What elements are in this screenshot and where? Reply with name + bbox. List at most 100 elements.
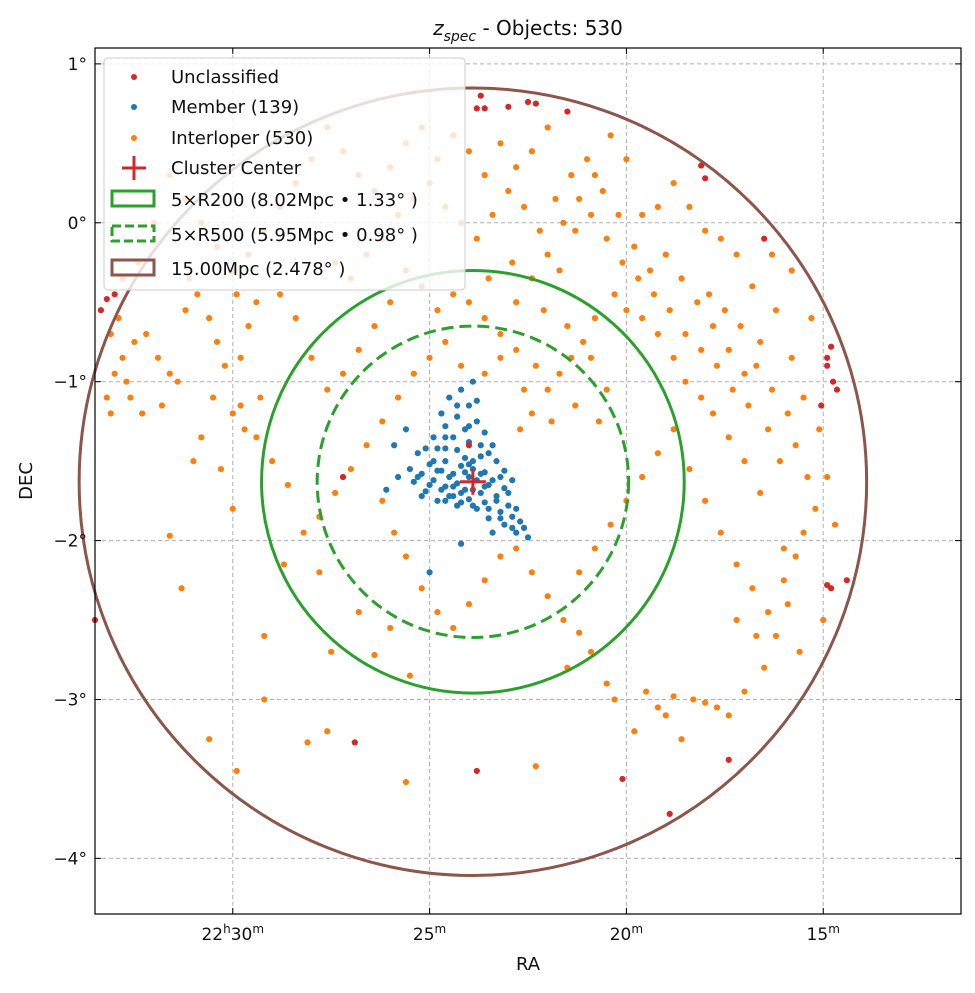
data-point [111,370,118,377]
data-point [493,492,500,500]
data-point [497,508,504,516]
data-point [698,394,705,401]
data-point [422,488,429,495]
data-point [509,524,516,531]
data-point [198,434,205,441]
data-point [824,473,831,481]
data-point [513,299,520,306]
data-point [733,561,740,568]
data-point [454,446,461,454]
data-point [387,624,394,632]
data-point [670,426,677,433]
data-point [166,532,173,539]
data-point [639,211,646,218]
data-point [477,442,484,449]
data-point [725,712,732,719]
data-point [131,338,138,346]
data-point [402,779,410,786]
data-point [485,505,492,512]
radius-circle [260,268,686,695]
data-point [517,426,524,433]
data-point [434,445,441,452]
data-point [713,362,721,369]
data-point [772,632,780,640]
data-point [154,354,162,361]
data-point [544,593,551,600]
data-point [702,699,709,706]
data-point [473,397,480,404]
data-point [780,577,787,584]
data-point [509,477,516,484]
legend-interloper-marker [131,135,137,141]
data-point [450,434,457,441]
data-point [497,553,504,560]
data-point [489,442,496,449]
data-point [753,362,760,369]
data-point [414,450,421,457]
data-point [190,458,197,465]
data-point [316,569,323,576]
data-point [702,227,709,234]
data-point [670,179,677,187]
legend-r500-swatch [110,224,156,243]
x-tick-label: 20m [610,922,643,945]
cluster-center-marker [459,468,486,495]
data-point [717,235,724,242]
data-point [623,156,630,163]
data-point [418,585,425,592]
data-point [477,92,484,99]
y-tick-label: −2° [53,532,87,552]
data-point [824,362,831,369]
data-point [556,267,563,274]
data-point [725,756,732,763]
data-point [269,458,276,465]
data-point [528,148,536,155]
data-point [127,394,134,401]
data-point [426,481,433,489]
data-point [639,315,646,322]
data-point [465,402,473,409]
data-point [792,442,799,449]
data-point [434,608,441,616]
data-point [690,696,697,703]
data-point [457,540,465,547]
data-point [332,489,339,497]
data-point [792,553,799,560]
data-point [497,473,504,481]
data-point [469,378,476,385]
data-point [355,608,362,616]
data-point [457,499,465,506]
data-point [741,370,748,377]
data-point [753,632,760,640]
data-point [599,187,606,195]
data-point [520,203,528,210]
data-point [654,203,662,210]
data-point [816,426,823,433]
data-point [233,291,240,298]
data-point [497,354,504,361]
data-point [662,251,669,258]
data-point [434,307,441,314]
data-point [796,648,803,655]
data-point [548,418,555,425]
legend-box [103,57,466,291]
data-point [721,307,728,314]
legend-r15-label: 15.00Mpc (2.478° ) [171,259,345,280]
data-point [233,767,240,775]
data-point [97,307,105,314]
data-point [261,696,268,703]
data-point [328,648,335,655]
data-point [391,442,398,449]
data-point [450,291,457,298]
data-point [818,402,825,409]
data-point [446,473,453,481]
data-point [829,378,837,385]
data-point [194,291,201,298]
data-point [528,569,536,576]
data-point [642,688,650,695]
data-point [587,211,595,218]
data-point [300,529,307,536]
data-point [808,315,815,322]
data-point [284,481,291,489]
data-point [544,386,551,393]
